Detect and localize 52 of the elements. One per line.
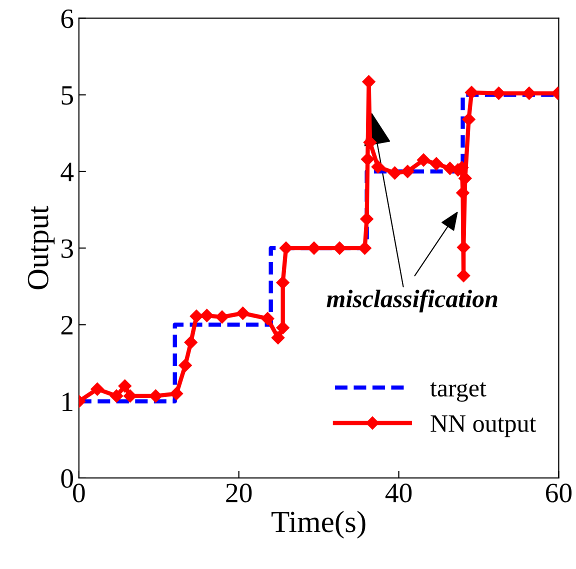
point xyxy=(271,331,285,344)
point xyxy=(388,166,402,180)
legend-label: NN output xyxy=(430,415,536,438)
point xyxy=(184,336,198,349)
point xyxy=(279,241,293,255)
point xyxy=(261,312,274,326)
point xyxy=(456,186,470,200)
point xyxy=(363,136,377,149)
annotation: misclassification xyxy=(326,289,498,312)
point xyxy=(118,379,132,393)
point xyxy=(522,86,536,100)
point xyxy=(360,212,374,226)
y-tick-label: 5 xyxy=(62,86,73,105)
point xyxy=(371,160,385,174)
point xyxy=(170,387,184,400)
point xyxy=(361,152,374,166)
point xyxy=(110,389,124,403)
point xyxy=(462,112,476,126)
legend-label: target xyxy=(430,382,486,402)
point xyxy=(358,241,372,255)
point xyxy=(492,86,506,100)
y-tick-label: 0 xyxy=(61,469,73,488)
point xyxy=(215,310,229,324)
point xyxy=(458,172,472,185)
y-tick-label: 1 xyxy=(62,392,72,411)
point xyxy=(190,310,204,323)
y-tick-label: 3 xyxy=(61,239,73,258)
y-tick-label: 2 xyxy=(61,316,73,334)
x-tick-label: 20 xyxy=(226,484,252,502)
point xyxy=(276,276,290,290)
point xyxy=(416,153,430,167)
point xyxy=(307,241,321,255)
point xyxy=(464,86,478,100)
x-tick-label: 60 xyxy=(546,484,572,502)
point xyxy=(430,157,443,170)
point xyxy=(178,358,192,372)
point xyxy=(90,382,104,396)
y-tick-label: 4 xyxy=(60,162,74,182)
point xyxy=(456,269,470,282)
point xyxy=(400,164,414,178)
x-tick-label: 40 xyxy=(385,484,412,502)
point xyxy=(362,75,376,88)
point xyxy=(456,240,470,254)
y-axis-title: Output xyxy=(28,206,55,290)
x-axis-title: Time(s) xyxy=(272,510,366,538)
point xyxy=(333,241,346,255)
point xyxy=(276,321,290,334)
point xyxy=(149,389,162,403)
point xyxy=(236,306,250,320)
point xyxy=(124,389,137,403)
y-tick-label: 6 xyxy=(61,9,74,28)
point xyxy=(200,308,214,322)
